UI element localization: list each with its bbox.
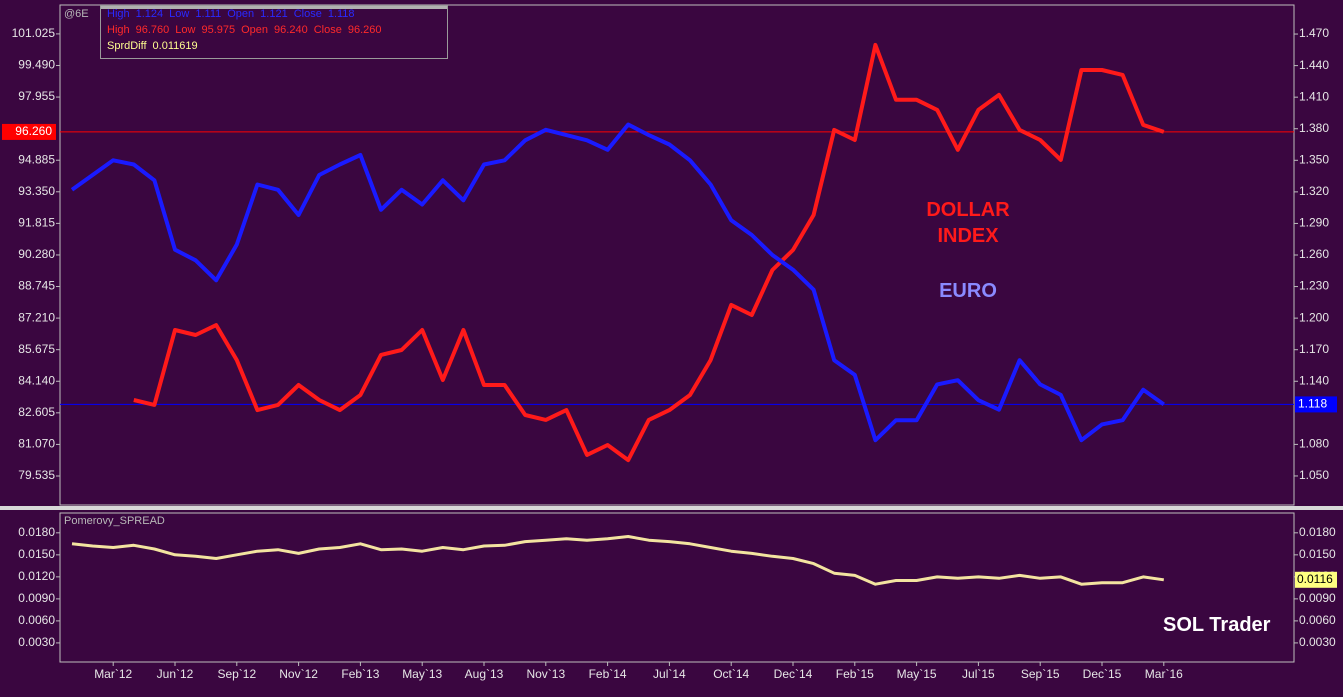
y-tick-label: 0.0180: [18, 525, 55, 539]
y-tick-label: 1.380: [1299, 121, 1329, 135]
y-tick-label: 1.440: [1299, 58, 1329, 72]
y-tick-label: 84.140: [18, 373, 55, 387]
series-line: [133, 42, 1165, 463]
info-box: High 1.124 Low 1.111 Open 1.121 Close 1.118 High…: [100, 5, 448, 59]
x-tick-label: Nov`12: [279, 667, 318, 681]
y-tick-label: 0.0180: [1299, 525, 1336, 539]
x-tick-label: May`15: [897, 667, 937, 681]
info-text: 0.011619: [152, 40, 198, 52]
info-text: 1.118: [327, 8, 355, 20]
x-tick-label: May`13: [402, 667, 442, 681]
y-tick-label: 1.050: [1299, 468, 1329, 482]
y-tick-label: 1.230: [1299, 279, 1329, 293]
info-row: High 1.124 Low 1.111 Open 1.121 Close 1.118: [101, 6, 447, 22]
x-tick-label: Feb`13: [341, 667, 379, 681]
x-tick-label: Nov`13: [526, 667, 565, 681]
y-tick-label: 0.0060: [18, 613, 55, 627]
x-tick-label: Mar`12: [94, 667, 132, 681]
info-row: SprdDiff 0.011619: [101, 38, 447, 54]
annotation: SOL Trader: [1163, 614, 1271, 636]
price-label-box: [1295, 571, 1337, 588]
x-tick-label: Oct`14: [713, 667, 749, 681]
y-tick-label: 90.280: [18, 247, 55, 261]
y-tick-label: 0.0090: [1299, 591, 1336, 605]
y-tick-label: 1.290: [1299, 216, 1329, 230]
y-tick-label: 99.490: [18, 58, 55, 72]
info-text: Open: [241, 24, 269, 36]
y-tick-label: 0.0090: [18, 591, 55, 605]
spread-title: Pomerovy_SPREAD: [64, 515, 165, 527]
symbol-label: @6E: [64, 8, 89, 20]
x-tick-label: Jun`12: [157, 667, 194, 681]
x-tick-label: Sep`12: [217, 667, 256, 681]
series-label: DOLLAR INDEX: [926, 199, 1010, 247]
y-tick-label: 1.140: [1299, 373, 1329, 387]
main-frame: [59, 4, 1295, 506]
price-label: 1.118: [1298, 397, 1327, 411]
y-tick-label: 1.260: [1299, 247, 1329, 261]
info-text: High: [107, 8, 130, 20]
y-tick-label: 101.025: [12, 26, 56, 40]
y-tick-label: 0.0060: [1299, 613, 1336, 627]
price-label: 96.260: [15, 124, 52, 138]
info-text: 1.121: [260, 8, 288, 20]
info-text: High: [107, 24, 130, 36]
x-tick-label: Feb`14: [589, 667, 627, 681]
y-tick-label: 1.410: [1299, 89, 1329, 103]
x-tick-label: Jul`14: [653, 667, 686, 681]
info-text: 96.240: [274, 24, 308, 36]
info-text: Low: [175, 24, 196, 36]
y-tick-label: 0.0120: [18, 569, 55, 583]
info-text: 96.260: [347, 24, 382, 36]
x-tick-label: Jul`15: [962, 667, 995, 681]
info-text: Close: [313, 24, 342, 36]
y-tick-label: 94.885: [18, 152, 55, 166]
x-tick-label: Sep`15: [1021, 667, 1060, 681]
spread-frame: [59, 512, 1295, 663]
y-tick-label: 93.350: [18, 184, 55, 198]
x-tick-label: Mar`16: [1145, 667, 1183, 681]
y-tick-label: 79.535: [18, 468, 55, 482]
y-tick-label: 87.210: [18, 310, 55, 324]
price-label-box: [1295, 396, 1337, 413]
y-tick-label: 1.470: [1299, 26, 1329, 40]
y-tick-label: 81.070: [18, 437, 55, 451]
y-tick-label: 82.605: [18, 405, 55, 419]
y-tick-label: 0.0150: [18, 547, 55, 561]
y-tick-label: 0.0030: [18, 635, 55, 649]
y-tick-label: 85.675: [18, 342, 55, 356]
info-text: 1.124: [135, 8, 164, 20]
series-line: [70, 122, 1165, 443]
y-tick-label: 91.815: [18, 216, 55, 230]
info-text: 95.975: [201, 24, 236, 36]
x-tick-label: Aug`13: [465, 667, 504, 681]
y-tick-label: 1.350: [1299, 152, 1329, 166]
y-tick-label: 1.080: [1299, 437, 1329, 451]
info-row: High 96.760 Low 95.975 Open 96.240 Close 96.260: [101, 22, 447, 38]
info-text: Low: [169, 8, 190, 20]
price-label: 0.0116: [1297, 572, 1333, 586]
spread-line: [71, 535, 1165, 586]
info-text: SprdDiff: [107, 40, 147, 52]
x-tick-label: Feb`15: [836, 667, 874, 681]
info-text: 1.111: [195, 8, 222, 20]
y-tick-label: 1.170: [1299, 342, 1329, 356]
y-tick-label: 0.0150: [1299, 547, 1336, 561]
price-label-box: [2, 123, 56, 140]
x-tick-label: Dec`14: [774, 667, 813, 681]
y-tick-label: 1.320: [1299, 184, 1329, 198]
info-text: 96.760: [135, 24, 170, 36]
x-tick-label: Dec`15: [1083, 667, 1122, 681]
info-text: Open: [227, 8, 255, 20]
series-label: EURO: [939, 280, 997, 302]
y-tick-label: 88.745: [18, 279, 55, 293]
info-text: Close: [293, 8, 322, 20]
y-tick-label: 0.0030: [1299, 635, 1336, 649]
y-tick-label: 97.955: [18, 89, 55, 103]
y-tick-label: 1.200: [1299, 310, 1329, 324]
